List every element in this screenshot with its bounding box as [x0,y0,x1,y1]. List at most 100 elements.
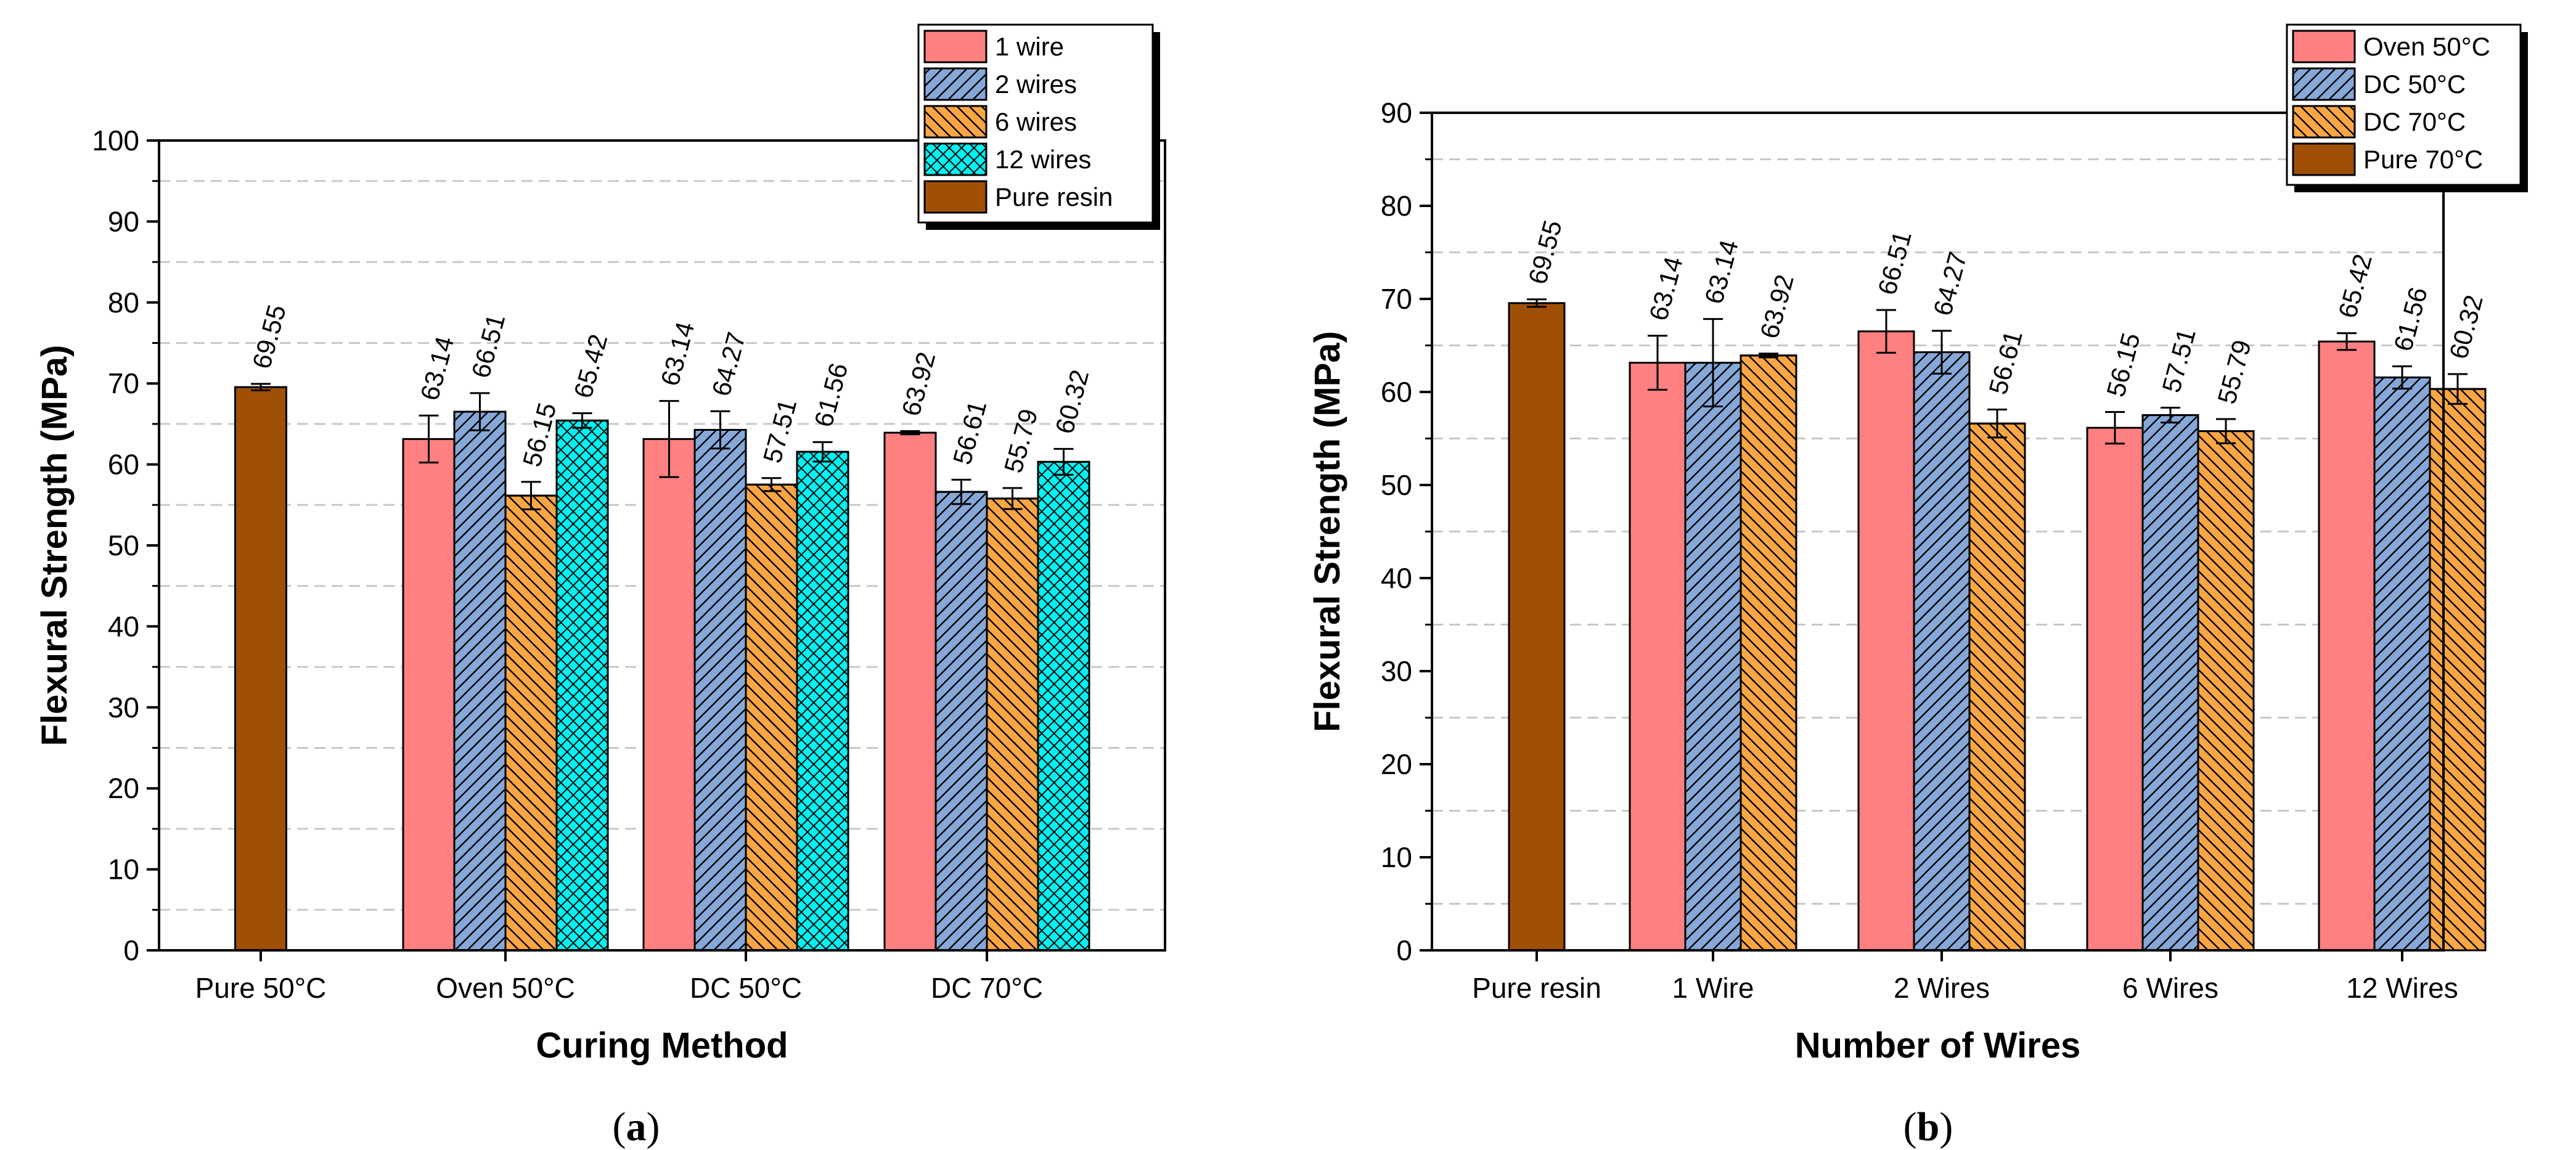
legend-swatch [2292,30,2356,63]
bar [2318,340,2376,952]
x-tick-label: Oven 50°C [436,972,575,1004]
subfigure-label: (b) [1903,1104,1953,1149]
y-tick-label: 60 [108,449,139,481]
legend-label: Oven 50°C [2363,32,2490,61]
bar-hatch [2429,388,2487,952]
data-label: 57.51 [758,396,803,466]
y-tick-label: 10 [1381,841,1412,873]
data-label: 56.61 [947,398,992,468]
bar-hatch [934,491,988,952]
bar-hatch [2197,430,2255,952]
x-tick-label: Pure 50°C [195,972,327,1004]
legend-swatch-hatch [923,67,987,101]
bar [402,438,456,952]
x-axis: Pure resin 1 Wire 2 Wires 6 Wires 12 Wires [1472,950,2458,1004]
data-label: 63.92 [896,349,941,419]
bar [642,438,696,952]
bar [2086,426,2144,952]
x-tick-label: DC 50°C [690,972,802,1004]
x-tick-label: 12 Wires [2346,972,2458,1004]
data-label: 61.56 [809,360,854,430]
legend-swatch [923,30,987,63]
data-label: 63.92 [1754,271,1799,341]
y-tick-label: 70 [1381,283,1412,315]
bar [883,431,937,952]
data-label: 56.15 [517,399,562,470]
y-axis-title: Flexural Strength (MPa) [35,345,75,746]
y-tick-label: 80 [108,287,139,319]
data-label: 55.79 [999,406,1044,476]
data-label: 55.79 [2212,337,2257,407]
legend-label: Pure 70°C [2363,145,2483,174]
y-tick-label: 0 [1396,934,1412,966]
y-tick-label: 80 [1381,190,1412,222]
legend: 1 wire 2 wires 6 wires 12 wires Pure resin [917,23,1160,230]
data-label: 65.42 [568,331,613,401]
data-label: 63.14 [1643,253,1688,324]
bar-hatch [986,497,1039,952]
data-label: 61.56 [2388,284,2433,354]
data-label: 57.51 [2156,325,2201,396]
y-axis: 0 10 20 30 40 50 60 70 80 90 [1381,97,1432,966]
y-tick-label: 20 [1381,748,1412,780]
bar-hatch [504,494,558,952]
data-label: 63.14 [655,319,700,389]
x-axis-title: Curing Method [536,1026,788,1066]
x-tick-label: Pure resin [1472,972,1601,1004]
bar [1629,362,1687,952]
x-tick-label: 6 Wires [2122,972,2218,1004]
subfigure-label: (a) [613,1104,660,1149]
y-tick-label: 60 [1381,376,1412,408]
x-axis: Pure 50°C Oven 50°C DC 50°C DC 70°C [195,950,1043,1004]
data-label: 66.51 [1872,228,1917,298]
y-tick-label: 0 [123,934,139,966]
y-tick-label: 20 [108,772,139,804]
y-tick-label: 50 [108,529,139,561]
y-tick-label: 90 [1381,97,1412,129]
bar-hatch [796,451,849,952]
legend-label: 2 wires [995,70,1077,99]
x-tick-label: 1 Wire [1672,972,1754,1004]
legend-swatch [923,180,987,214]
bar-hatch [693,428,747,952]
y-tick-label: 40 [108,610,139,642]
legend-label: 12 wires [995,145,1091,174]
legend-label: Pure resin [995,182,1113,211]
legend-label: 1 wire [995,32,1064,61]
legend-swatch-hatch [2292,67,2356,101]
data-label: 56.15 [2101,330,2146,400]
y-axis: 0 10 20 30 40 50 60 70 80 90 100 [92,124,159,966]
legend-label: DC 50°C [2363,70,2466,99]
legend-swatch [2292,142,2356,176]
legend-swatch-hatch [2292,105,2356,139]
data-label: 65.42 [2333,251,2378,321]
y-tick-label: 100 [92,124,139,157]
bar-hatch [1913,351,1971,952]
y-axis-title: Flexural Strength (MPa) [1307,331,1347,732]
data-label: 66.51 [466,311,511,381]
bar-hatch [1968,422,2026,952]
x-tick-label: 2 Wires [1894,972,1990,1004]
legend-swatch-hatch [923,105,987,139]
y-tick-label: 40 [1381,562,1412,594]
bar-hatch [453,410,507,952]
bar-hatch [555,419,609,952]
bar-hatch [2373,376,2431,952]
bar [1508,302,1566,952]
legend-label: 6 wires [995,107,1077,136]
bar-hatch [2141,414,2199,952]
x-tick-label: DC 70°C [931,972,1043,1004]
y-tick-label: 70 [108,367,139,399]
data-label: 64.27 [1928,248,1973,319]
legend-swatch-hatch [923,142,987,176]
data-label: 64.27 [706,329,751,399]
bar-hatch [1037,460,1090,952]
data-label: 60.32 [1050,367,1095,437]
bar [1857,330,1915,952]
y-tick-label: 30 [1381,655,1412,687]
